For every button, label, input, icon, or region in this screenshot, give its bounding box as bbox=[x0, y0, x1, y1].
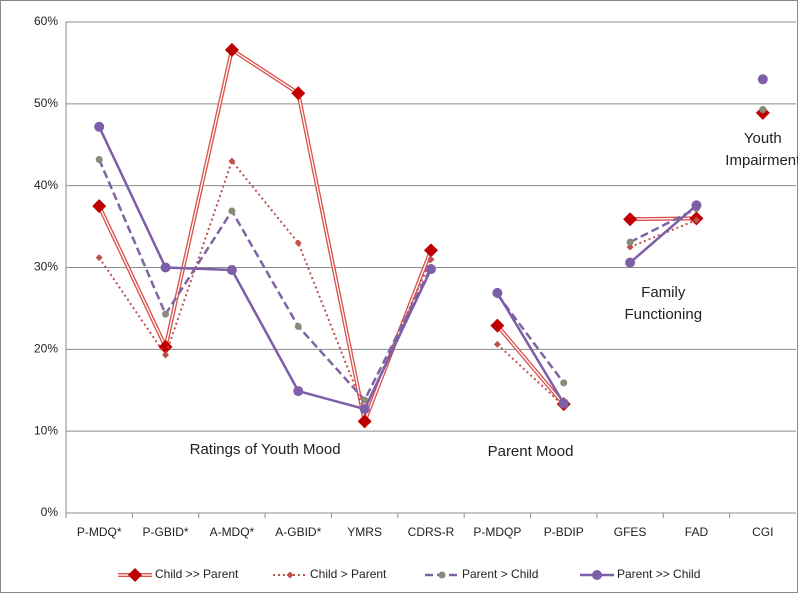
marker bbox=[162, 351, 170, 359]
marker bbox=[692, 216, 700, 224]
marker bbox=[224, 42, 239, 57]
marker bbox=[426, 264, 436, 275]
x-tick-label: P-MDQP bbox=[473, 525, 521, 539]
marker bbox=[427, 255, 435, 263]
marker bbox=[228, 207, 236, 215]
y-tick-label: 20% bbox=[34, 342, 58, 356]
marker bbox=[757, 74, 768, 85]
y-tick-label: 10% bbox=[34, 423, 58, 437]
marker bbox=[291, 86, 306, 101]
marker bbox=[361, 396, 369, 404]
marker bbox=[293, 386, 304, 397]
marker bbox=[560, 379, 568, 387]
marker bbox=[493, 340, 501, 348]
marker bbox=[424, 243, 438, 258]
marker bbox=[286, 571, 294, 579]
marker bbox=[228, 157, 236, 165]
series-line bbox=[496, 343, 565, 407]
series-line bbox=[98, 158, 433, 403]
series-line-inner bbox=[630, 217, 697, 220]
x-tick-label: CDRS-R bbox=[408, 525, 455, 539]
y-tick-label: 0% bbox=[41, 505, 59, 519]
series-line bbox=[629, 204, 698, 264]
y-tick-label: 40% bbox=[34, 178, 58, 192]
marker bbox=[226, 264, 237, 275]
marker bbox=[94, 121, 105, 132]
marker bbox=[691, 200, 702, 211]
marker bbox=[128, 568, 142, 582]
x-tick-label: YMRS bbox=[347, 525, 382, 539]
marker bbox=[592, 570, 602, 580]
marker bbox=[558, 398, 569, 409]
y-tick-label: 60% bbox=[34, 14, 58, 28]
series-line bbox=[98, 126, 433, 411]
marker bbox=[357, 414, 372, 429]
legend-label: Parent > Child bbox=[462, 567, 538, 581]
marker bbox=[359, 404, 370, 415]
marker bbox=[92, 199, 107, 214]
group-label: Family bbox=[641, 284, 686, 301]
marker bbox=[625, 257, 636, 268]
legend-label: Child >> Parent bbox=[155, 567, 239, 581]
group-label: Functioning bbox=[624, 306, 702, 323]
x-tick-label: A-GBID* bbox=[275, 525, 321, 539]
marker bbox=[95, 254, 103, 262]
marker bbox=[759, 106, 767, 114]
series-line-inner bbox=[98, 48, 432, 424]
x-tick-label: P-BDIP bbox=[544, 525, 584, 539]
x-tick-label: GFES bbox=[614, 525, 647, 539]
marker bbox=[95, 155, 103, 163]
marker bbox=[160, 262, 171, 273]
x-tick-label: P-GBID* bbox=[143, 525, 189, 539]
legend-label: Child > Parent bbox=[310, 567, 387, 581]
marker bbox=[294, 322, 302, 330]
group-label: Youth bbox=[744, 130, 782, 147]
series-line-inner bbox=[496, 325, 565, 405]
legend-label: Parent >> Child bbox=[617, 567, 700, 581]
marker bbox=[623, 212, 638, 227]
marker bbox=[438, 571, 446, 579]
y-tick-label: 50% bbox=[34, 96, 58, 110]
y-tick-label: 30% bbox=[34, 260, 58, 274]
marker bbox=[626, 243, 634, 251]
marker bbox=[162, 310, 170, 318]
x-tick-label: FAD bbox=[685, 525, 709, 539]
group-label: Ratings of Youth Mood bbox=[190, 441, 341, 458]
x-tick-label: A-MDQ* bbox=[210, 525, 255, 539]
group-label: Parent Mood bbox=[488, 443, 574, 460]
marker bbox=[626, 238, 634, 246]
x-tick-label: CGI bbox=[752, 525, 773, 539]
series-line bbox=[496, 292, 565, 404]
marker bbox=[294, 239, 302, 247]
marker bbox=[492, 287, 503, 298]
x-tick-label: P-MDQ* bbox=[77, 525, 122, 539]
marker bbox=[490, 318, 505, 333]
group-label: Impairment bbox=[725, 152, 798, 169]
